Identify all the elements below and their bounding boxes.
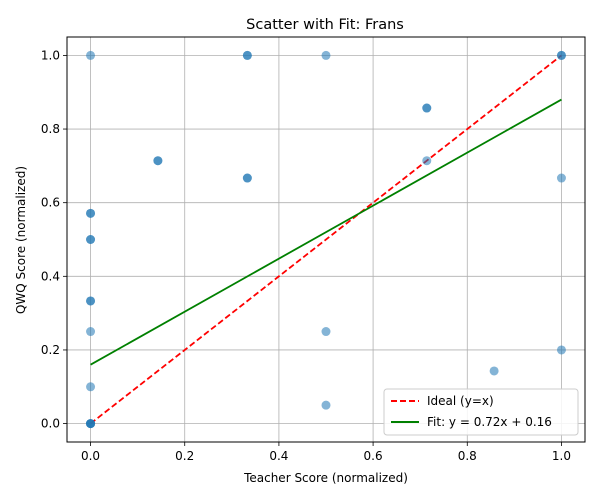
y-tick-label: 0.4	[41, 269, 60, 283]
scatter-point	[86, 296, 96, 306]
chart-title: Scatter with Fit: Frans	[246, 17, 404, 33]
scatter-point	[422, 103, 432, 113]
scatter-point	[321, 400, 331, 410]
y-tick-label: 0.2	[41, 343, 60, 357]
x-tick-label: 0.6	[364, 449, 383, 463]
scatter-point	[86, 208, 96, 218]
scatter-point	[422, 156, 432, 166]
x-tick-label: 0.2	[175, 449, 194, 463]
legend-label-ideal: Ideal (y=x)	[427, 394, 494, 408]
y-axis-label: QWQ Score (normalized)	[14, 166, 28, 314]
legend-label-fit: Fit: y = 0.72x + 0.16	[427, 415, 552, 429]
y-tick-label: 0.8	[41, 122, 60, 136]
x-tick-label: 0.0	[81, 449, 100, 463]
scatter-point	[242, 173, 252, 183]
x-tick-label: 0.8	[458, 449, 477, 463]
scatter-points	[86, 50, 566, 429]
scatter-point	[321, 50, 331, 60]
y-tick-label: 0.6	[41, 196, 60, 210]
x-tick-label: 0.4	[269, 449, 288, 463]
grid-lines	[67, 37, 585, 442]
scatter-point	[489, 366, 499, 376]
scatter-point	[242, 50, 252, 60]
x-tick-label: 1.0	[552, 449, 571, 463]
x-axis-ticks: 0.0 0.2 0.4 0.6 0.8 1.0	[81, 442, 571, 463]
legend-box	[383, 388, 579, 436]
scatter-point	[153, 156, 163, 166]
scatter-point	[86, 382, 96, 392]
scatter-point	[321, 327, 331, 337]
scatter-point	[556, 345, 566, 355]
y-tick-label: 1.0	[41, 48, 60, 62]
scatter-point	[556, 173, 566, 183]
scatter-point	[86, 419, 96, 429]
scatter-point	[86, 50, 96, 60]
legend: Ideal (y=x) Fit: y = 0.72x + 0.16	[383, 388, 579, 436]
ideal-line	[89, 54, 563, 425]
fit-line	[90, 98, 562, 366]
y-tick-label: 0.0	[41, 417, 60, 431]
scatter-point	[86, 327, 96, 337]
plot-frame	[66, 36, 586, 443]
scatter-point	[86, 235, 96, 244]
x-axis-label: Teacher Score (normalized)	[243, 471, 408, 485]
plot-lines	[89, 54, 563, 425]
y-axis-ticks: 0.0 0.2 0.4 0.6 0.8 1.0	[41, 48, 67, 431]
scatter-point	[556, 50, 566, 60]
